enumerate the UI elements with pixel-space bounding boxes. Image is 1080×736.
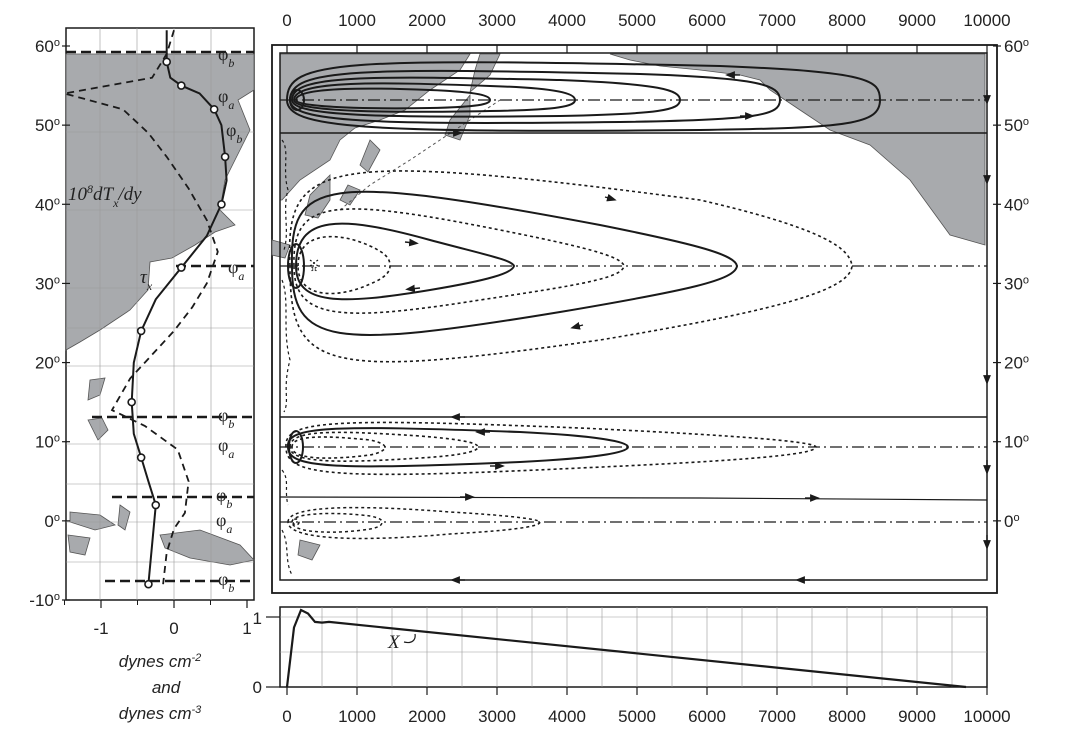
top-distance-axis: 0 1000 2000 3000 4000 5000 6000 7000 8000 9000 100… <box>282 11 1011 53</box>
lat-right-1: 50o <box>1004 116 1029 135</box>
tau-point <box>144 579 153 589</box>
unit-line-2: and <box>152 678 181 697</box>
bottom-tick-10: 10000 <box>963 707 1010 726</box>
top-tick-5: 5000 <box>618 11 656 30</box>
tau-point <box>127 397 136 407</box>
lat-right-3: 30o <box>1004 274 1029 293</box>
profile-label: X <box>387 632 401 653</box>
tau-point <box>209 105 219 114</box>
subtropical-gyre <box>287 170 853 363</box>
profile-ytick-1: 1 <box>253 609 262 628</box>
tau-point <box>162 57 171 67</box>
top-tick-9: 9000 <box>898 11 936 30</box>
top-tick-4: 4000 <box>548 11 586 30</box>
bottom-tick-1: 1000 <box>338 707 376 726</box>
flow-arrows <box>404 71 991 584</box>
lat-left-2: 40o <box>35 195 60 214</box>
unit-line-3: dynes cm-3 <box>119 704 202 723</box>
bottom-tick-8: 8000 <box>828 707 866 726</box>
gyre-axes <box>280 99 987 523</box>
lat-right-4: 20o <box>1004 354 1029 373</box>
lat-left-7: -10o <box>29 591 60 610</box>
latitude-axis-right: 60o 50o 40o 30o 20o 10o 0o <box>993 37 1029 531</box>
profile-ytick-0: 0 <box>253 678 262 697</box>
profile-label-pointer <box>403 633 416 644</box>
tau-point <box>217 199 226 209</box>
lat-right-0: 60o <box>1004 37 1029 56</box>
top-tick-3: 3000 <box>478 11 516 30</box>
wind-stress-markers <box>127 57 230 589</box>
tropical-gyre <box>285 421 817 476</box>
top-tick-0: 0 <box>282 11 291 30</box>
top-tick-1: 1000 <box>338 11 376 30</box>
profile-frame <box>279 606 988 688</box>
wind-stress-curl-curve <box>64 29 219 585</box>
top-tick-10: 10000 <box>963 11 1010 30</box>
left-land <box>65 53 255 566</box>
stress-axis: -1 0 1 <box>64 600 252 638</box>
main-panel: 0 1000 2000 3000 4000 5000 6000 7000 8000 9000 100… <box>271 11 1029 594</box>
stress-tick-0: -1 <box>93 619 108 638</box>
lat-right-5: 10o <box>1004 433 1029 452</box>
lat-right-2: 40o <box>1004 195 1029 214</box>
bottom-tick-4: 4000 <box>548 707 586 726</box>
stress-tick-1: 0 <box>169 619 178 638</box>
stress-tick-2: 1 <box>242 619 251 638</box>
phi-lines <box>66 50 254 583</box>
equatorial-gyre <box>287 506 541 540</box>
bottom-tick-0: 0 <box>282 707 291 726</box>
tau-point <box>151 500 161 510</box>
lat-left-3: 30o <box>35 274 60 293</box>
lat-right-6: 0o <box>1004 512 1020 531</box>
wind-stress-curve <box>130 30 228 585</box>
profile-curve <box>285 608 967 689</box>
lat-left-4: 20o <box>35 354 60 373</box>
lat-left-6: 0o <box>44 512 60 531</box>
bottom-tick-2: 2000 <box>408 707 446 726</box>
bottom-tick-5: 5000 <box>618 707 656 726</box>
bottom-tick-9: 9000 <box>898 707 936 726</box>
tau-point <box>177 81 186 90</box>
unit-line-1: dynes cm-2 <box>119 652 202 671</box>
bottom-tick-7: 7000 <box>758 707 796 726</box>
latitude-axis-left: 60o 50o 40o 30o 20o 10o 0o -10o <box>29 37 70 610</box>
top-tick-2: 2000 <box>408 11 446 30</box>
tau-point <box>136 326 146 336</box>
top-tick-6: 6000 <box>688 11 726 30</box>
top-tick-7: 7000 <box>758 11 796 30</box>
lat-left-1: 50o <box>35 116 60 135</box>
bottom-tick-3: 3000 <box>478 707 516 726</box>
lat-left-0: 60o <box>35 37 60 56</box>
top-tick-8: 8000 <box>828 11 866 30</box>
lat-left-5: 10o <box>35 433 60 452</box>
main-inner-frame <box>279 52 988 581</box>
bottom-distance-axis: 0 1000 2000 3000 4000 5000 6000 7000 8000 9000 100… <box>282 687 1011 726</box>
gyre-boundaries <box>279 132 988 501</box>
tau-point <box>220 152 230 162</box>
western-boundary-lines <box>281 139 293 576</box>
profile-panel: X 1 0 0 1000 2000 3000 4000 5000 6000 7000 8000 9… <box>253 606 1011 726</box>
tau-point <box>136 453 146 462</box>
tau-point <box>177 263 186 272</box>
subpolar-gyre <box>285 61 882 132</box>
bottom-tick-6: 6000 <box>688 707 726 726</box>
